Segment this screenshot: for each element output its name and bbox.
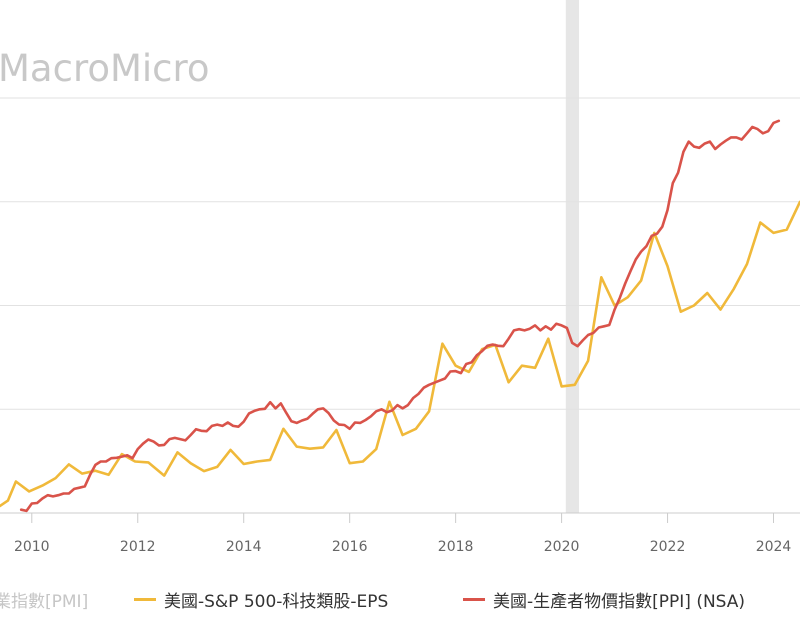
gridlines xyxy=(0,97,800,410)
legend-item-pmi[interactable]: 業指數[PMI] xyxy=(0,584,88,614)
series-line-ppi[interactable] xyxy=(19,119,781,513)
x-tick-label-2018: 2018 xyxy=(438,539,474,555)
x-tick-label-2024: 2024 xyxy=(756,539,792,555)
legend-item-ppi[interactable]: 美國-生產者物價指數[PPI] (NSA) xyxy=(463,584,745,614)
x-tick-label-2014: 2014 xyxy=(226,539,262,555)
x-tick-label-2020: 2020 xyxy=(544,539,580,555)
legend-item-sp500-tech-eps[interactable]: 美國-S&P 500-科技類股-EPS xyxy=(134,584,388,614)
legend-label-sp500-tech-eps: 美國-S&P 500-科技類股-EPS xyxy=(164,591,389,612)
x-tick-label-2010: 2010 xyxy=(14,539,50,555)
x-axis: 2010 2012 2014 2016 2018 2020 2022 2024 xyxy=(14,513,791,555)
x-tick-label-2022: 2022 xyxy=(650,539,686,555)
legend-swatch-ppi xyxy=(463,597,485,601)
legend-label-ppi: 美國-生產者物價指數[PPI] (NSA) xyxy=(493,591,746,612)
x-tick-label-2012: 2012 xyxy=(120,539,156,555)
series-layer xyxy=(0,119,800,513)
legend-swatch-sp500-tech-eps xyxy=(134,597,156,601)
watermark: MacroMicro xyxy=(0,47,210,90)
legend-label-pmi: 業指數[PMI] xyxy=(0,591,89,612)
series-line-sp500-tech-eps[interactable] xyxy=(0,200,800,508)
x-tick-label-2016: 2016 xyxy=(332,539,368,555)
recession-band xyxy=(565,0,580,513)
legend: 業指數[PMI] 美國-S&P 500-科技類股-EPS 美國-生產者物價指數[… xyxy=(0,584,800,614)
